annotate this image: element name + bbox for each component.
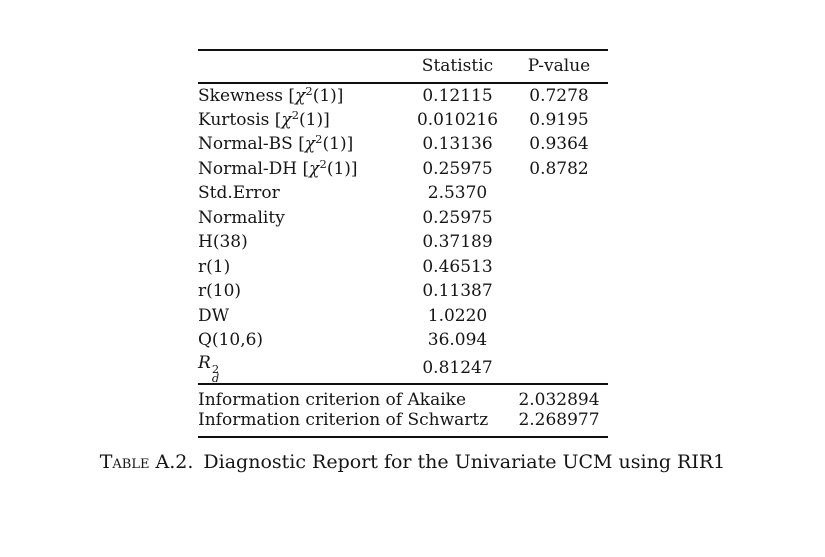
header-pvalue: P-value: [510, 50, 608, 84]
row-label: Normal-DH [χ2(1)]: [198, 157, 405, 182]
pvalue-value: [510, 279, 608, 304]
label-part-sup: 2: [319, 156, 327, 171]
label-part: (1)]: [299, 109, 330, 130]
row-label: r(1): [198, 255, 405, 280]
diagnostic-table-grid: Statistic P-value Skewness [χ2(1)] 0.1211…: [198, 49, 608, 438]
label-part-sup: 2: [291, 107, 300, 122]
label-part: (1)]: [312, 85, 344, 106]
statistic-value: 0.11387: [422, 281, 493, 302]
pvalue-value: [510, 304, 608, 329]
diagnostic-table: Statistic P-value Skewness [χ2(1)] 0.1211…: [198, 49, 608, 438]
footer-label: Information criterion of Schwartz: [198, 409, 489, 430]
statistic-value: 0.25975: [422, 158, 493, 179]
label-part-italic: R: [198, 352, 211, 373]
label-part-italic: χ: [281, 109, 292, 130]
label-part: DW: [198, 305, 230, 326]
table-row: Normal-BS [χ2(1)] 0.13136 0.9364: [198, 132, 608, 157]
row-label: Std.Error: [198, 181, 405, 206]
row-label: Kurtosis [χ2(1)]: [198, 108, 405, 133]
pvalue-value: 0.9195: [529, 109, 589, 130]
footer-value: 2.268977: [518, 409, 600, 430]
statistic-value: 0.12115: [422, 85, 493, 106]
table-row: Kurtosis [χ2(1)] 0.010216 0.9195: [198, 108, 608, 133]
table-row: Normal-DH [χ2(1)] 0.25975 0.8782: [198, 157, 608, 182]
row-label: Normality: [198, 206, 405, 231]
pvalue-value: [510, 255, 608, 280]
caption-text: Diagnostic Report for the Univariate UCM…: [203, 451, 726, 473]
statistic-value: 0.13136: [422, 134, 493, 155]
footer-row: Information criterion of Akaike 2.032894: [198, 384, 608, 410]
label-part: Normality: [198, 207, 285, 228]
table-row: Q(10,6) 36.094: [198, 328, 608, 353]
pvalue-value: [510, 328, 608, 353]
table-row: Std.Error 2.5370: [198, 181, 608, 206]
footer-label: Information criterion of Akaike: [198, 389, 466, 410]
pvalue-value: [510, 353, 608, 384]
header-empty-cell: [198, 50, 405, 84]
pvalue-value: 0.8782: [529, 158, 589, 179]
statistic-value: 2.5370: [427, 183, 488, 204]
label-part-italic: χ: [309, 158, 320, 179]
pvalue-value: [510, 181, 608, 206]
label-part: r(1): [198, 256, 231, 277]
label-part: Q(10,6): [198, 330, 264, 351]
label-part-sup: 2: [315, 132, 323, 147]
statistic-value: 0.37189: [422, 232, 493, 253]
pvalue-value: 0.7278: [529, 85, 589, 106]
label-part: Kurtosis [: [198, 109, 282, 130]
statistic-value: 36.094: [427, 330, 488, 351]
row-label: Skewness [χ2(1)]: [198, 83, 405, 108]
row-label: r(10): [198, 279, 405, 304]
pvalue-value: 0.9364: [529, 134, 589, 155]
label-part-italic: χ: [304, 134, 316, 155]
table-row: r(1) 0.46513: [198, 255, 608, 280]
label-part: (1)]: [326, 158, 358, 179]
statistic-value: 0.46513: [422, 256, 493, 277]
row-label: Normal-BS [χ2(1)]: [198, 132, 405, 157]
table-header: Statistic P-value: [198, 50, 608, 84]
header-statistic: Statistic: [405, 50, 510, 84]
statistic-value: 0.81247: [422, 357, 493, 378]
row-label: H(38): [198, 230, 405, 255]
table-row: DW 1.0220: [198, 304, 608, 329]
table-body: Skewness [χ2(1)] 0.12115 0.7278 Kurtosis [χ…: [198, 83, 608, 384]
label-part: r(10): [198, 281, 242, 302]
pvalue-value: [510, 230, 608, 255]
table-row: r(10) 0.11387: [198, 279, 608, 304]
label-part: Skewness [: [198, 85, 296, 106]
label-part: (1)]: [322, 134, 354, 155]
statistic-value: 1.0220: [427, 305, 488, 326]
superscript: 2: [211, 361, 220, 376]
header-row: Statistic P-value: [198, 50, 608, 84]
label-part: H(38): [198, 232, 248, 253]
row-label: Q(10,6): [198, 328, 405, 353]
table-footer: Information criterion of Akaike 2.032894 I…: [198, 383, 608, 437]
label-part: Std.Error: [198, 183, 280, 204]
statistic-value: 0.010216: [416, 109, 499, 130]
label-part: Normal-DH [: [198, 158, 310, 179]
caption-label: Table A.2.: [99, 451, 194, 473]
footer-row: Information criterion of Schwartz 2.26897…: [198, 410, 608, 437]
caption: Table A.2. Diagnostic Report for the Univ…: [0, 451, 825, 473]
label-part-italic: χ: [295, 85, 306, 106]
table-row: Skewness [χ2(1)] 0.12115 0.7278: [198, 83, 608, 108]
footer-value: 2.032894: [518, 389, 600, 410]
statistic-value: 0.25975: [422, 207, 493, 228]
subscript: d: [211, 370, 220, 385]
label-part-sup: 2: [305, 83, 313, 98]
table-row: R 2 d 0.81247: [198, 353, 608, 384]
label-part: Normal-BS [: [198, 134, 305, 155]
table-row: H(38) 0.37189: [198, 230, 608, 255]
row-label: DW: [198, 304, 405, 329]
table-row: Normality 0.25975: [198, 206, 608, 231]
pvalue-value: [510, 206, 608, 231]
